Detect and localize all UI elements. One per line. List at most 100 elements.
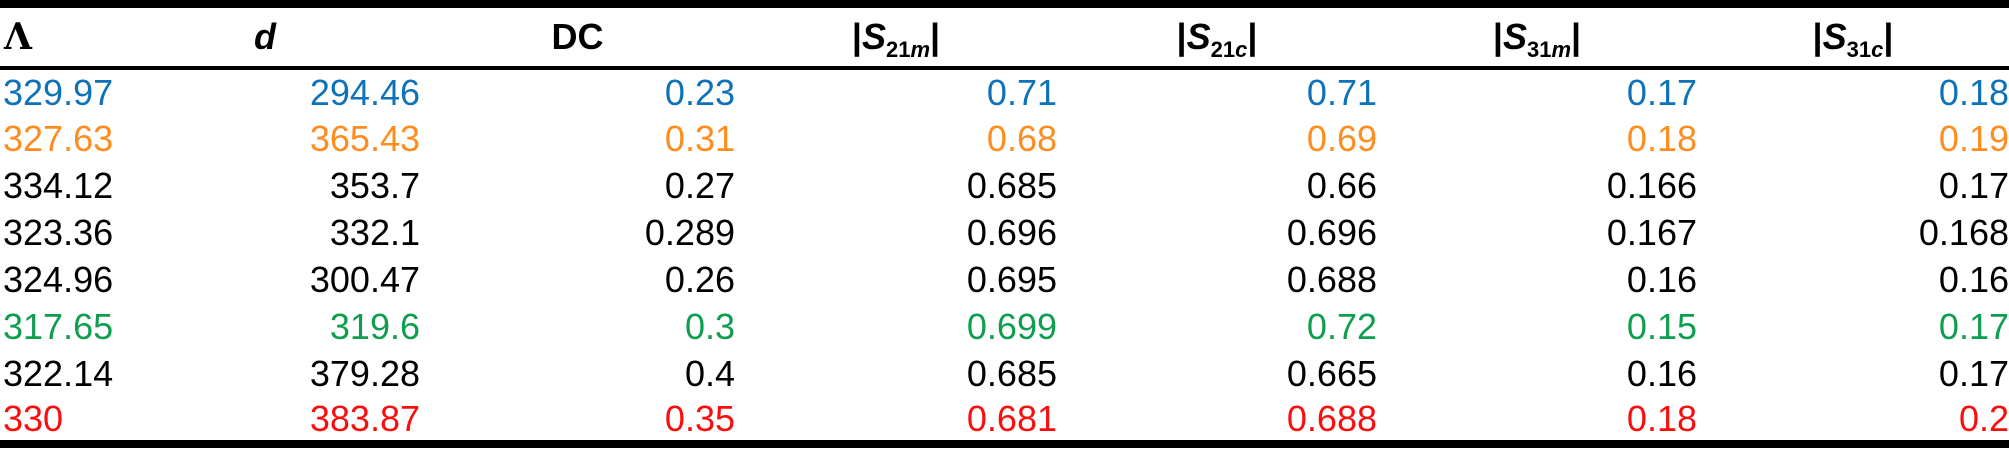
table-cell: 0.31 bbox=[664, 117, 735, 159]
table-row: 322.14 379.28 0.4 0.685 0.665 0.16 0.17 bbox=[0, 350, 2009, 397]
table-cell: 0.699 bbox=[966, 305, 1057, 347]
header-s21c-subscript: 21c bbox=[1211, 37, 1248, 62]
table-cell: 0.695 bbox=[966, 258, 1057, 300]
table-row: 323.36 332.1 0.289 0.696 0.696 0.167 0.1… bbox=[0, 209, 2009, 256]
table-cell: 322.14 bbox=[3, 352, 114, 394]
header-s31c-sub-num: 31 bbox=[1846, 37, 1872, 63]
header-row: Λ d DC |S21m| |S21c| |S31m| |S31c| bbox=[0, 4, 2009, 68]
header-s21c-bar-right: | bbox=[1247, 16, 1258, 57]
header-s31m-bar-right: | bbox=[1571, 16, 1582, 57]
table-cell: 0.18 bbox=[1626, 117, 1697, 159]
table-cell: 0.27 bbox=[664, 164, 735, 206]
header-s21m-base: S bbox=[861, 16, 886, 57]
table-cell: 0.17 bbox=[1938, 352, 2009, 394]
column-header-lambda: Λ bbox=[0, 4, 110, 68]
header-d-label: d bbox=[254, 16, 276, 57]
table-figure: Λ d DC |S21m| |S21c| |S31m| |S31c| 329.9… bbox=[0, 0, 2009, 448]
table-cell: 0.17 bbox=[1938, 305, 2009, 347]
table-cell: 0.688 bbox=[1286, 397, 1377, 439]
table-cell: 317.65 bbox=[3, 305, 114, 347]
header-s31c-sub-letter: c bbox=[1871, 37, 1884, 63]
header-s21m-bar-right: | bbox=[930, 16, 941, 57]
table-cell: 0.696 bbox=[1286, 211, 1377, 253]
column-header-s21m: |S21m| bbox=[735, 4, 1057, 68]
table-cell: 0.19 bbox=[1938, 117, 2009, 159]
header-s21m-subscript: 21m bbox=[886, 37, 930, 62]
table-row: 317.65 319.6 0.3 0.699 0.72 0.15 0.17 bbox=[0, 303, 2009, 350]
table-cell: 0.167 bbox=[1606, 211, 1697, 253]
table-cell: 0.72 bbox=[1306, 305, 1377, 347]
table-cell: 0.2 bbox=[1958, 397, 2009, 439]
table-cell: 0.16 bbox=[1938, 258, 2009, 300]
column-header-s31c: |S31c| bbox=[1697, 4, 2009, 68]
header-s31c-bar-left: | bbox=[1812, 16, 1823, 57]
table-cell: 0.696 bbox=[966, 211, 1057, 253]
header-s31m-base: S bbox=[1502, 16, 1527, 57]
table-cell: 0.3 bbox=[684, 305, 735, 347]
header-s31c-subscript: 31c bbox=[1847, 37, 1884, 62]
header-s21m-sub-letter: m bbox=[910, 37, 931, 63]
table-cell: 327.63 bbox=[3, 117, 114, 159]
table-cell: 0.665 bbox=[1286, 352, 1377, 394]
table-cell: 383.87 bbox=[309, 397, 420, 439]
table-cell: 324.96 bbox=[3, 258, 114, 300]
table-cell: 0.35 bbox=[664, 397, 735, 439]
table-cell: 0.289 bbox=[644, 211, 735, 253]
header-s31m-sub-num: 31 bbox=[1526, 37, 1552, 63]
table-cell: 0.688 bbox=[1286, 258, 1377, 300]
table-cell: 0.685 bbox=[966, 164, 1057, 206]
table-cell: 330 bbox=[3, 397, 64, 439]
header-s31m-subscript: 31m bbox=[1527, 37, 1571, 62]
header-s21m-sub-num: 21 bbox=[885, 37, 911, 63]
table-row: 327.63 365.43 0.31 0.68 0.69 0.18 0.19 bbox=[0, 115, 2009, 162]
header-s31m-bar-left: | bbox=[1492, 16, 1503, 57]
table-cell: 379.28 bbox=[309, 352, 420, 394]
table-cell: 0.16 bbox=[1626, 258, 1697, 300]
table-cell: 319.6 bbox=[329, 305, 420, 347]
table-cell: 0.18 bbox=[1626, 397, 1697, 439]
table-cell: 0.16 bbox=[1626, 352, 1697, 394]
header-s31c-bar-right: | bbox=[1883, 16, 1894, 57]
header-lambda-label: Λ bbox=[4, 16, 32, 58]
table-cell: 332.1 bbox=[329, 211, 420, 253]
table-cell: 0.71 bbox=[1306, 71, 1377, 113]
table-cell: 0.681 bbox=[966, 397, 1057, 439]
header-s21c-bar-left: | bbox=[1176, 16, 1187, 57]
header-s31c-base: S bbox=[1822, 16, 1847, 57]
header-s21c-base: S bbox=[1186, 16, 1211, 57]
table-row: 334.12 353.7 0.27 0.685 0.66 0.166 0.17 bbox=[0, 162, 2009, 209]
table-cell: 353.7 bbox=[329, 164, 420, 206]
column-header-s21c: |S21c| bbox=[1057, 4, 1377, 68]
table-header: Λ d DC |S21m| |S21c| |S31m| |S31c| bbox=[0, 4, 2009, 68]
table-cell: 0.18 bbox=[1938, 71, 2009, 113]
table-cell: 323.36 bbox=[3, 211, 114, 253]
table-cell: 0.69 bbox=[1306, 117, 1377, 159]
table-cell: 0.15 bbox=[1626, 305, 1697, 347]
table-cell: 0.23 bbox=[664, 71, 735, 113]
table-cell: 0.17 bbox=[1626, 71, 1697, 113]
table-cell: 0.66 bbox=[1306, 164, 1377, 206]
table-cell: 0.166 bbox=[1606, 164, 1697, 206]
s-parameters-table: Λ d DC |S21m| |S21c| |S31m| |S31c| 329.9… bbox=[0, 0, 2009, 448]
header-s21c-sub-letter: c bbox=[1235, 37, 1248, 63]
table-cell: 300.47 bbox=[309, 258, 420, 300]
column-header-d: d bbox=[110, 4, 420, 68]
table-cell: 0.26 bbox=[664, 258, 735, 300]
header-s31m-sub-letter: m bbox=[1551, 37, 1572, 63]
table-cell: 0.17 bbox=[1938, 164, 2009, 206]
table-body: 329.97 294.46 0.23 0.71 0.71 0.17 0.18 3… bbox=[0, 68, 2009, 444]
table-row: 329.97 294.46 0.23 0.71 0.71 0.17 0.18 bbox=[0, 68, 2009, 115]
table-cell: 334.12 bbox=[3, 164, 114, 206]
column-header-dc: DC bbox=[420, 4, 735, 68]
table-cell: 0.685 bbox=[966, 352, 1057, 394]
table-cell: 0.4 bbox=[684, 352, 735, 394]
table-cell: 294.46 bbox=[309, 71, 420, 113]
table-cell: 365.43 bbox=[309, 117, 420, 159]
table-cell: 329.97 bbox=[3, 71, 114, 113]
header-s21m-bar-left: | bbox=[851, 16, 862, 57]
header-s21c-sub-num: 21 bbox=[1210, 37, 1236, 63]
header-dc-label: DC bbox=[551, 16, 604, 57]
table-cell: 0.71 bbox=[986, 71, 1057, 113]
column-header-s31m: |S31m| bbox=[1377, 4, 1697, 68]
table-row: 330 383.87 0.35 0.681 0.688 0.18 0.2 bbox=[0, 397, 2009, 444]
